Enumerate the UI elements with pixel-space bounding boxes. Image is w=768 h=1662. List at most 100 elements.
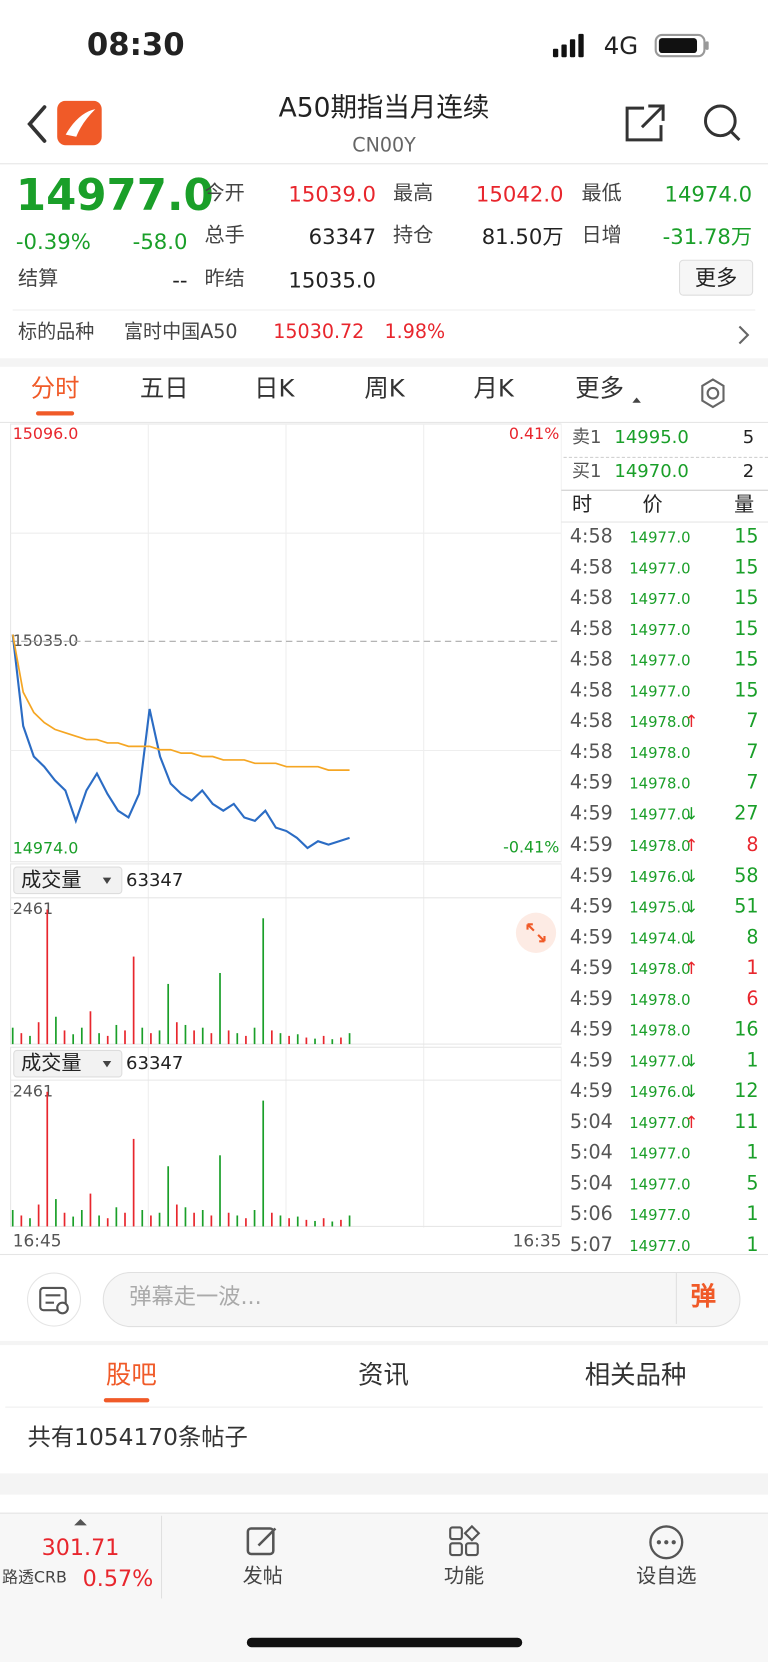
- trade-time: 4:58: [569, 679, 613, 702]
- bottom-nav-item[interactable]: 功能: [443, 1564, 485, 1588]
- trade-volume: 1: [746, 1203, 759, 1226]
- trade-price: 14977.0: [629, 653, 691, 671]
- trade-volume: 27: [734, 802, 759, 826]
- trade-time: 4:58: [569, 618, 613, 641]
- x-axis-label: 16:35: [513, 1230, 562, 1250]
- trade-volume: 11: [734, 1110, 759, 1134]
- trade-price: 14977.0: [629, 591, 691, 609]
- volume-bar: [150, 1215, 152, 1227]
- trade-volume: 7: [746, 772, 759, 795]
- book-price: 14970.0: [614, 461, 689, 483]
- back-button[interactable]: [27, 105, 47, 143]
- volume-bar: [270, 1212, 273, 1227]
- volume-bar: [124, 1212, 126, 1227]
- share-button[interactable]: [625, 104, 665, 142]
- last-price: 14977.0: [15, 169, 214, 221]
- trade-arrow: ↓: [684, 865, 699, 886]
- y2-tick-label: 0.41%: [509, 424, 559, 443]
- intraday-chart: 15096.0 15035.0 14974.0 0.41% -0.41% 16:45 16:…: [10, 423, 562, 1250]
- trade-time: 4:59: [569, 956, 613, 980]
- period-tab[interactable]: 日K: [254, 375, 295, 403]
- danmaku-button[interactable]: 弹: [690, 1281, 717, 1312]
- index-value[interactable]: 301.71: [41, 1534, 120, 1561]
- period-tab[interactable]: 五日: [139, 375, 189, 403]
- trade-time: 4:59: [569, 864, 613, 887]
- field-label: 最低: [581, 181, 622, 205]
- volume-title: 成交量: [21, 1051, 81, 1075]
- volume-bar: [262, 918, 265, 1045]
- section-gap: [0, 358, 768, 367]
- field-label: 最高: [393, 181, 434, 205]
- volume-bar: [29, 1218, 31, 1227]
- volume-total: 63347: [126, 1053, 183, 1074]
- trade-arrow: ↓: [684, 927, 699, 948]
- price-line: [11, 634, 350, 850]
- trade-column-header: 量: [734, 492, 755, 517]
- field-value: 14974.0: [664, 181, 753, 207]
- underlying-name: 富时中国A50: [123, 321, 238, 344]
- tab-indicator: [36, 411, 75, 416]
- search-button[interactable]: [704, 104, 737, 138]
- section-gap: [0, 1340, 768, 1346]
- comment-placeholder: 弹幕走一波...: [129, 1283, 262, 1310]
- trade-price: 14976.0: [629, 1084, 691, 1102]
- trade-time: 4:59: [569, 895, 613, 918]
- trade-volume: 15: [734, 587, 759, 610]
- volume-bar: [227, 1212, 230, 1227]
- bottom-nav-item[interactable]: 设自选: [636, 1564, 697, 1588]
- volume-bar: [314, 1038, 316, 1045]
- field-label: 结算: [18, 267, 59, 291]
- volume-bar: [331, 1221, 334, 1227]
- volume-bar: [322, 1218, 325, 1227]
- home-indicator: [246, 1637, 523, 1648]
- trade-volume: 1: [746, 956, 759, 980]
- trade-price: 14977.0: [629, 1207, 691, 1225]
- volume-bar: [348, 1215, 351, 1227]
- trade-time: 4:58: [569, 587, 613, 610]
- period-tab[interactable]: 月K: [473, 375, 514, 403]
- forum-tab[interactable]: 股吧: [105, 1359, 157, 1390]
- volume-bar: [236, 1215, 239, 1227]
- expand-button[interactable]: [515, 912, 557, 954]
- volume-bar: [210, 1033, 213, 1045]
- volume-bar: [106, 1035, 109, 1045]
- volume-bar: [340, 1219, 342, 1227]
- trade-time: 4:59: [569, 1018, 613, 1041]
- trade-arrow: ↑: [684, 711, 699, 732]
- volume-bar: [37, 1204, 40, 1227]
- book-divider: [563, 456, 768, 458]
- comment-input[interactable]: [102, 1271, 741, 1328]
- trade-volume: 15: [734, 648, 759, 672]
- underlying-label: 标的品种: [18, 321, 95, 344]
- volume-bar: [11, 1210, 14, 1227]
- book-qty: 5: [742, 427, 755, 449]
- trade-time: 5:04: [569, 1110, 613, 1134]
- volume-bar: [89, 1193, 92, 1227]
- trade-price: 14978.0: [629, 714, 691, 732]
- volume-bar: [98, 1033, 100, 1045]
- y-tick-label: 15096.0: [13, 424, 79, 443]
- volume-bar: [167, 983, 170, 1045]
- y-tick-label: 15035.0: [13, 631, 79, 650]
- forum-tab[interactable]: 相关品种: [584, 1359, 687, 1390]
- period-tab[interactable]: 更多: [575, 375, 624, 403]
- trade-time: 4:58: [569, 556, 613, 579]
- forum-tab[interactable]: 资讯: [358, 1359, 409, 1390]
- trade-volume: 8: [746, 926, 759, 949]
- trade-volume: 58: [734, 864, 759, 887]
- trade-arrow: ↓: [684, 803, 699, 825]
- arrow-up: [74, 1518, 87, 1526]
- trade-price: 14977.0: [629, 683, 691, 701]
- underlying-pct: 1.98%: [384, 321, 446, 344]
- more-button[interactable]: 更多: [679, 259, 754, 296]
- volume-bar: [11, 1027, 14, 1045]
- settings-button[interactable]: [696, 376, 730, 410]
- book-price: 14995.0: [614, 427, 689, 449]
- header-right-icons: [625, 104, 741, 142]
- period-tab[interactable]: 分时: [30, 375, 80, 403]
- book-divider: [561, 489, 768, 491]
- bottom-nav-item[interactable]: 发帖: [242, 1564, 283, 1588]
- comment-settings-button[interactable]: [26, 1272, 82, 1327]
- period-tab[interactable]: 周K: [364, 375, 405, 403]
- trade-time: 4:59: [569, 1049, 613, 1072]
